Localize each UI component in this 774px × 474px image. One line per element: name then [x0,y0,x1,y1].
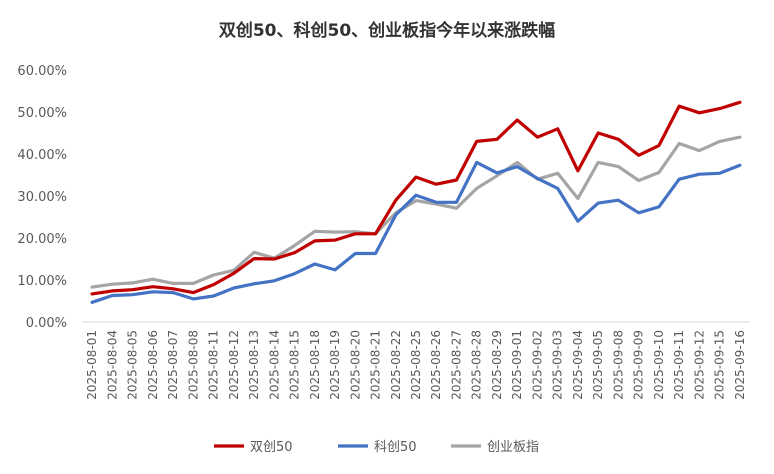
x-tick-label: 2025-08-06 [146,330,160,400]
x-tick-label: 2025-08-20 [348,330,362,400]
y-axis-ticks: 0.00% 10.00% 20.00% 30.00% 40.00% 50.00% 60.00… [17,64,67,331]
legend: 双创50 科创50 创业板指 [214,440,539,455]
x-axis-ticks: 2025-08-01 2025-08-04 2025-08-05 2025-08-06… [85,330,747,400]
x-tick-label: 2025-08-19 [328,330,342,400]
x-tick-label: 2025-08-15 [288,330,302,400]
x-tick-label: 2025-08-28 [470,330,484,400]
series-line-1 [90,160,742,304]
x-tick-label: 2025-09-15 [713,330,727,400]
x-tick-label: 2025-09-08 [611,330,625,400]
x-tick-label: 2025-08-26 [429,330,443,400]
x-tick-label: 2025-08-27 [449,330,463,400]
y-tick-label: 40.00% [17,148,67,163]
x-tick-label: 2025-09-04 [571,330,585,400]
x-tick-label: 2025-08-04 [105,330,119,400]
x-tick-label: 2025-08-18 [308,330,322,400]
x-tick-label: 2025-09-16 [733,330,747,400]
x-tick-label: 2025-09-12 [692,330,706,400]
x-tick-label: 2025-09-01 [510,330,524,400]
legend-label: 科创50 [374,440,417,455]
series-line-2 [90,135,742,289]
x-tick-label: 2025-08-12 [227,330,241,400]
x-tick-label: 2025-08-08 [186,330,200,400]
y-tick-label: 30.00% [17,190,67,205]
legend-label: 双创50 [250,440,293,455]
x-tick-label: 2025-08-07 [166,330,180,400]
x-tick-label: 2025-08-01 [85,330,99,400]
x-tick-label: 2025-08-25 [409,330,423,400]
x-tick-label: 2025-09-05 [591,330,605,400]
x-tick-label: 2025-08-11 [207,330,221,400]
x-tick-label: 2025-09-03 [551,330,565,400]
x-tick-label: 2025-09-10 [652,330,666,400]
x-tick-label: 2025-08-05 [126,330,140,400]
x-tick-label: 2025-08-29 [490,330,504,400]
x-tick-label: 2025-08-21 [369,330,383,400]
series-line-0 [90,100,742,296]
y-tick-label: 20.00% [17,232,67,247]
y-tick-label: 50.00% [17,106,67,121]
x-tick-label: 2025-08-22 [389,330,403,400]
x-tick-label: 2025-08-13 [247,330,261,400]
x-tick-label: 2025-08-14 [267,330,281,400]
x-tick-label: 2025-09-11 [672,330,686,400]
x-tick-label: 2025-09-02 [530,330,544,400]
y-tick-label: 10.00% [17,274,67,289]
y-tick-label: 0.00% [26,316,67,331]
chart-title: 双创50、科创50、创业板指今年以来涨跌幅 [219,20,555,41]
y-tick-label: 60.00% [17,64,67,79]
legend-label: 创业板指 [487,440,539,455]
series-group [90,100,742,304]
x-tick-label: 2025-09-09 [632,330,646,400]
